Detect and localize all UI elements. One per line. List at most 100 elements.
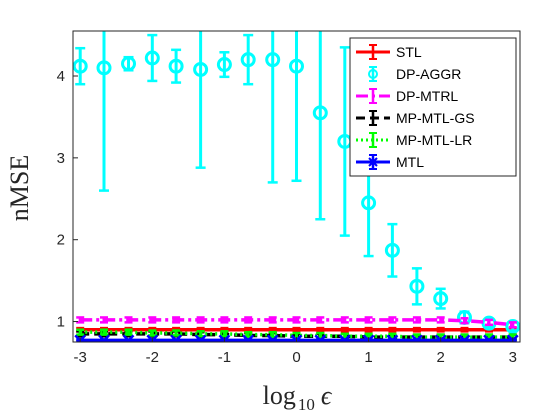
data-point xyxy=(289,58,304,74)
error-bar xyxy=(76,316,85,324)
error-bar xyxy=(100,316,109,324)
error-bar xyxy=(219,51,230,79)
x-tick-label: -2 xyxy=(146,349,159,366)
x-tick-label: 1 xyxy=(364,349,372,366)
error-bar xyxy=(436,326,445,333)
error-bar xyxy=(388,316,397,324)
error-bar xyxy=(100,328,109,336)
legend-item-stl: STL xyxy=(356,44,422,60)
x-axis: -3 -2 -1 0 1 2 3 xyxy=(74,337,517,366)
error-bar xyxy=(460,326,469,333)
data-point xyxy=(170,334,182,342)
data-point xyxy=(314,334,327,342)
error-bar xyxy=(340,326,349,333)
legend-label: DP-AGGR xyxy=(396,66,461,82)
error-bar xyxy=(148,329,157,337)
error-bar xyxy=(292,316,301,324)
error-bar xyxy=(387,222,398,278)
legend: STL DP-AGGR DP-MTRL MP-MTL-GS MP-MTL-LR MTL xyxy=(349,37,517,177)
data-point xyxy=(194,334,207,342)
legend-label: MTL xyxy=(396,154,424,170)
legend-item-mtl: MTL xyxy=(356,154,424,170)
data-point xyxy=(242,334,255,342)
data-point xyxy=(386,334,399,342)
legend-item-mp-mtl-gs: MP-MTL-GS xyxy=(356,110,475,126)
x-axis-label: log 10 ϵ xyxy=(263,381,333,414)
error-bar xyxy=(172,329,181,337)
data-point xyxy=(121,56,137,72)
data-point xyxy=(240,52,256,68)
error-bar xyxy=(147,33,158,83)
y-tick-label: 1 xyxy=(57,314,65,331)
legend-item-dp-aggr: DP-AGGR xyxy=(368,66,461,82)
legend-box xyxy=(349,37,517,177)
x-axis-label-subscript: 10 xyxy=(298,395,315,414)
series-stl xyxy=(76,326,517,333)
legend-item-mp-mtl-lr: MP-MTL-LR xyxy=(356,132,472,148)
y-axis: 1 2 3 4 xyxy=(57,68,78,331)
error-bar xyxy=(484,318,493,327)
y-tick-label: 3 xyxy=(57,150,65,167)
x-axis-label-variable: ϵ xyxy=(321,381,333,410)
error-bar xyxy=(364,316,373,324)
error-bar xyxy=(315,31,326,221)
x-tick-label: -1 xyxy=(218,349,231,366)
data-point xyxy=(312,105,328,121)
data-point xyxy=(144,50,160,66)
y-tick-label: 2 xyxy=(57,232,65,249)
data-point xyxy=(122,334,135,342)
error-bar xyxy=(291,31,302,183)
error-bar xyxy=(99,31,110,192)
error-bar xyxy=(172,316,181,324)
error-bar xyxy=(75,46,86,86)
error-bar xyxy=(316,316,325,324)
error-bar xyxy=(436,316,445,324)
error-bar xyxy=(412,316,421,324)
error-bar xyxy=(412,326,421,333)
data-point xyxy=(265,52,281,68)
error-bar xyxy=(171,48,182,84)
error-bar xyxy=(364,326,373,333)
error-bar xyxy=(388,326,397,333)
y-axis-label: nMSE xyxy=(5,155,34,221)
error-bar xyxy=(148,316,157,324)
error-bar xyxy=(196,316,205,324)
data-point xyxy=(409,278,425,294)
data-point xyxy=(361,195,377,211)
data-point xyxy=(98,334,110,342)
data-point xyxy=(168,58,184,74)
error-bar xyxy=(124,316,133,324)
error-bar xyxy=(508,321,517,329)
legend-item-dp-mtrl: DP-MTRL xyxy=(356,88,458,104)
data-point xyxy=(96,60,112,76)
data-point xyxy=(266,334,279,342)
error-bar xyxy=(316,326,325,333)
data-point xyxy=(216,57,232,73)
data-point xyxy=(505,318,520,334)
error-bar xyxy=(268,316,277,324)
error-bar xyxy=(124,328,133,336)
error-bar xyxy=(340,316,349,324)
x-tick-label: 3 xyxy=(509,349,517,366)
legend-label: MP-MTL-GS xyxy=(396,110,475,126)
error-bar xyxy=(195,31,206,169)
error-bar xyxy=(267,31,278,184)
x-tick-label: -3 xyxy=(74,349,87,366)
error-bar xyxy=(460,317,469,325)
data-point xyxy=(338,334,351,342)
x-axis-label-base: log xyxy=(263,381,296,410)
error-bar xyxy=(292,326,301,333)
data-point xyxy=(384,242,400,258)
error-bar xyxy=(76,328,85,336)
data-point xyxy=(73,58,88,74)
series-dp-mtrl xyxy=(76,316,517,329)
y-tick-label: 4 xyxy=(57,68,65,85)
data-point xyxy=(193,61,209,77)
legend-label: STL xyxy=(396,44,422,60)
error-bar xyxy=(243,33,254,86)
data-point xyxy=(411,334,423,342)
x-tick-label: 0 xyxy=(292,349,300,366)
legend-label: DP-MTRL xyxy=(396,88,458,104)
error-bar xyxy=(339,46,350,237)
